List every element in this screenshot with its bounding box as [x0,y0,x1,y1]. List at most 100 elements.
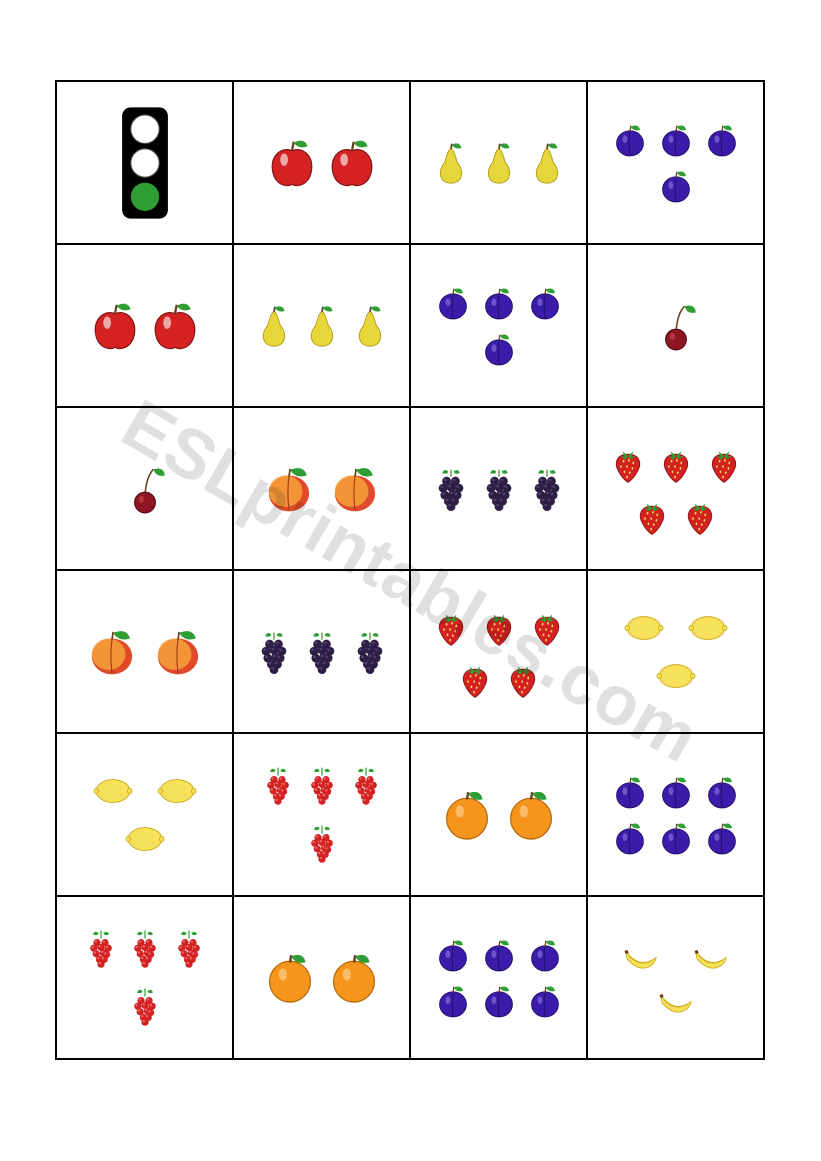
strawberry-icon [453,654,497,702]
plum-icon [609,771,651,813]
grid-cell-plum [410,244,587,407]
strawberry-icon [678,491,722,539]
plum-icon [655,771,697,813]
strawberry-icon [525,602,569,650]
lemon-icon [115,817,175,861]
plum-icon [701,817,743,859]
plum-icon [609,119,651,161]
plum-group [596,771,755,859]
cherry-group [65,457,224,521]
raspberry-icon [302,759,342,813]
blackberry-icon [348,625,392,679]
peach-group [242,461,401,517]
grid-cell-banana [587,896,764,1059]
orange-icon [437,785,497,845]
apple-group [242,135,401,191]
peach-group [65,624,224,680]
traffic-light-icon [116,103,174,223]
grid-cell-plum [587,733,764,896]
strawberry-group [419,602,578,702]
plum-icon [478,980,520,1022]
grid-cell-strawberry [587,407,764,570]
pear-icon [525,134,569,192]
lemon-icon [678,606,738,650]
raspberry-icon [125,980,165,1034]
blackberry-icon [252,625,296,679]
orange-group [242,948,401,1008]
plum-icon [478,328,520,370]
plum-group [596,119,755,207]
grid-cell-plum [587,81,764,244]
peach-icon [81,624,143,680]
plum-icon [609,817,651,859]
orange-icon [501,785,561,845]
plum-icon [432,282,474,324]
pear-icon [300,297,344,355]
plum-icon [432,980,474,1022]
raspberry-icon [125,922,165,976]
plum-icon [478,934,520,976]
apple-icon [324,135,380,191]
worksheet-page [0,0,821,1160]
banana-icon [608,936,674,976]
blackberry-icon [300,625,344,679]
banana-group [596,936,755,1020]
blackberry-icon [429,462,473,516]
fruit-grid [55,80,765,1060]
grid-cell-raspberry [233,733,410,896]
raspberry-group [242,759,401,871]
raspberry-icon [169,922,209,976]
pear-group [419,134,578,192]
apple-group [65,298,224,354]
banana-icon [643,980,709,1020]
plum-icon [524,934,566,976]
apple-icon [264,135,320,191]
plum-icon [655,817,697,859]
raspberry-icon [302,817,342,871]
cherry-icon [650,294,702,358]
grid-cell-orange [410,733,587,896]
lemon-group [596,606,755,698]
plum-group [419,934,578,1022]
grid-cell-apple [56,244,233,407]
lemon-icon [147,769,207,813]
grid-cell-cherry [587,244,764,407]
plum-icon [478,282,520,324]
peach-icon [258,461,320,517]
lemon-icon [83,769,143,813]
lemon-icon [614,606,674,650]
strawberry-group [596,439,755,539]
lemon-group [65,769,224,861]
grid-cell-pear [233,244,410,407]
cherry-icon [119,457,171,521]
strawberry-icon [702,439,746,487]
peach-icon [324,461,386,517]
plum-icon [655,165,697,207]
pear-icon [429,134,473,192]
apple-icon [87,298,143,354]
strawberry-icon [606,439,650,487]
raspberry-icon [81,922,121,976]
orange-icon [260,948,320,1008]
raspberry-group [65,922,224,1034]
grid-cell-peach [56,570,233,733]
traffic-light-group [65,103,224,223]
banana-icon [678,936,744,976]
raspberry-icon [258,759,298,813]
apple-icon [147,298,203,354]
grid-cell-traffic-light [56,81,233,244]
grid-cell-apple [233,81,410,244]
plum-group [419,282,578,370]
grid-cell-blackberry [233,570,410,733]
grid-cell-plum [410,896,587,1059]
peach-icon [147,624,209,680]
pear-icon [477,134,521,192]
strawberry-icon [654,439,698,487]
blackberry-icon [525,462,569,516]
grid-cell-blackberry [410,407,587,570]
raspberry-icon [346,759,386,813]
orange-icon [324,948,384,1008]
grid-cell-cherry [56,407,233,570]
grid-cell-raspberry [56,896,233,1059]
strawberry-icon [429,602,473,650]
